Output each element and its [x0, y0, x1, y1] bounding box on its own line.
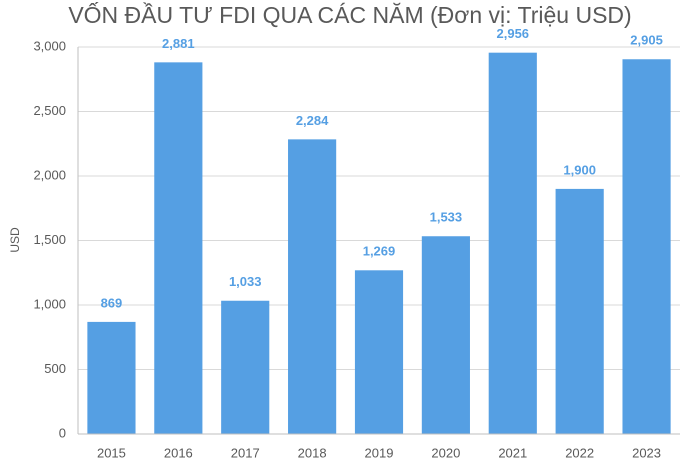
y-tick-label: 3,000	[33, 38, 66, 53]
x-tick-label: 2018	[298, 445, 327, 460]
data-label: 869	[101, 295, 123, 310]
y-axis-title: USD	[8, 227, 22, 253]
bar-2022	[555, 188, 604, 434]
x-tick-label: 2017	[231, 445, 260, 460]
x-tick-label: 2015	[97, 445, 126, 460]
axes	[77, 47, 680, 435]
bar-2020	[421, 236, 470, 434]
data-label: 1,269	[363, 244, 396, 259]
data-label: 2,284	[296, 113, 329, 128]
bar-2021	[488, 52, 537, 435]
data-label: 1,900	[563, 162, 596, 177]
y-tick-label: 1,000	[33, 296, 66, 311]
x-tick-label: 2021	[498, 445, 527, 460]
data-label: 2,881	[162, 36, 195, 51]
y-tick-label: 500	[44, 361, 66, 376]
y-tick-label: 2,500	[33, 103, 66, 118]
chart-title: VỐN ĐẦU TƯ FDI QUA CÁC NĂM (Đơn vị: Triệ…	[68, 2, 632, 28]
bar-2018	[288, 139, 337, 434]
data-label: 1,033	[229, 274, 262, 289]
data-label: 2,956	[497, 26, 530, 41]
x-tick-labels: 2015 2016 2017 2018 2019 2020 2021 2022 2023	[97, 445, 661, 460]
x-tick-label: 2020	[431, 445, 460, 460]
x-tick-label: 2022	[565, 445, 594, 460]
y-tick-labels: 0 500 1,000 1,500 2,000 2,500 3,000	[33, 38, 66, 440]
data-label: 2,905	[630, 33, 663, 48]
y-tick-label: 0	[59, 425, 66, 440]
bar-2016	[154, 62, 203, 434]
bar-2019	[354, 270, 404, 434]
y-tick-label: 2,000	[33, 167, 66, 182]
bar-2023	[622, 59, 671, 434]
data-label: 1,533	[430, 210, 463, 225]
y-tick-label: 1,500	[33, 232, 66, 247]
bars	[87, 52, 671, 435]
x-tick-label: 2016	[164, 445, 193, 460]
data-labels: 869 2,881 1,033 2,284 1,269 1,533 2,956 1,900 2,…	[101, 26, 663, 310]
x-tick-label: 2023	[632, 445, 661, 460]
bar-2017	[221, 300, 270, 434]
bar-2015	[87, 321, 136, 434]
x-tick-label: 2019	[365, 445, 394, 460]
